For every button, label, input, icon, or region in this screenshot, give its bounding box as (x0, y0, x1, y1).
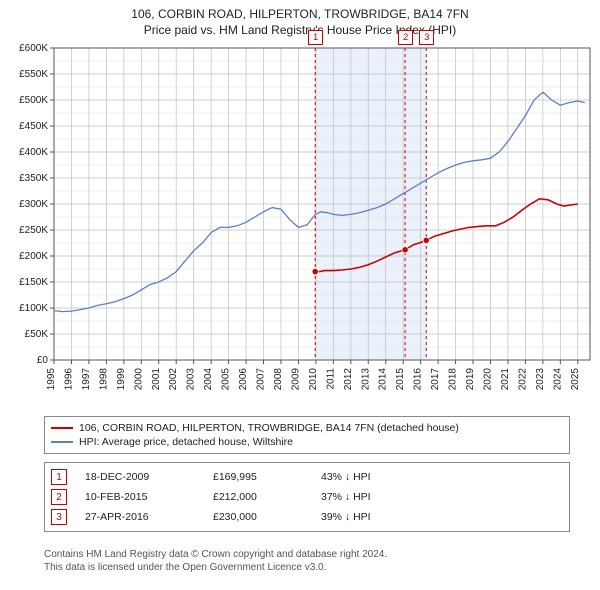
event-price: £169,995 (213, 471, 303, 483)
svg-text:1998: 1998 (98, 368, 109, 391)
chart-event-marker: 3 (419, 30, 434, 45)
event-date: 27-APR-2016 (85, 511, 195, 523)
svg-text:2018: 2018 (448, 368, 459, 391)
svg-text:2000: 2000 (133, 368, 144, 391)
event-date: 18-DEC-2009 (85, 471, 195, 483)
svg-text:2007: 2007 (256, 368, 267, 391)
svg-text:£250K: £250K (19, 225, 48, 236)
sale-events-table: 1 18-DEC-2009 £169,995 43% ↓ HPI 2 10-FEB-201… (44, 462, 570, 532)
svg-text:2014: 2014 (378, 368, 389, 391)
svg-text:2022: 2022 (517, 368, 528, 391)
svg-text:1997: 1997 (81, 368, 92, 391)
svg-text:£50K: £50K (25, 329, 49, 340)
legend-row: 106, CORBIN ROAD, HILPERTON, TROWBRIDGE,… (51, 421, 563, 435)
event-row: 3 27-APR-2016 £230,000 39% ↓ HPI (51, 507, 563, 527)
svg-text:2013: 2013 (360, 368, 371, 391)
svg-text:£550K: £550K (19, 69, 48, 80)
event-price: £212,000 (213, 491, 303, 503)
event-delta: 43% ↓ HPI (321, 471, 563, 483)
svg-text:2025: 2025 (570, 368, 581, 391)
svg-text:2017: 2017 (430, 368, 441, 391)
legend-label: 106, CORBIN ROAD, HILPERTON, TROWBRIDGE,… (79, 422, 459, 434)
legend: 106, CORBIN ROAD, HILPERTON, TROWBRIDGE,… (44, 416, 570, 454)
title-line2: Price paid vs. HM Land Registry's House … (0, 22, 600, 38)
svg-text:2021: 2021 (500, 368, 511, 391)
svg-text:2012: 2012 (343, 368, 354, 391)
legend-row: HPI: Average price, detached house, Wilt… (51, 435, 563, 449)
event-marker: 2 (51, 489, 67, 505)
event-delta: 37% ↓ HPI (321, 491, 563, 503)
svg-text:2002: 2002 (168, 368, 179, 391)
svg-text:2006: 2006 (238, 368, 249, 391)
svg-text:£0: £0 (37, 355, 49, 366)
svg-text:2023: 2023 (535, 368, 546, 391)
svg-text:2016: 2016 (413, 368, 424, 391)
svg-text:2003: 2003 (186, 368, 197, 391)
svg-text:£450K: £450K (19, 121, 48, 132)
svg-text:2020: 2020 (482, 368, 493, 391)
title-line1: 106, CORBIN ROAD, HILPERTON, TROWBRIDGE,… (0, 6, 600, 22)
svg-text:£400K: £400K (19, 147, 48, 158)
svg-text:2015: 2015 (395, 368, 406, 391)
svg-text:£500K: £500K (19, 95, 48, 106)
event-delta: 39% ↓ HPI (321, 511, 563, 523)
svg-text:£150K: £150K (19, 277, 48, 288)
legend-swatch (51, 427, 73, 429)
event-date: 10-FEB-2015 (85, 491, 195, 503)
svg-text:2019: 2019 (465, 368, 476, 391)
svg-text:2010: 2010 (308, 368, 319, 391)
svg-text:1996: 1996 (63, 368, 74, 391)
event-marker: 1 (51, 469, 67, 485)
event-marker: 3 (51, 509, 67, 525)
svg-text:1999: 1999 (116, 368, 127, 391)
footnote-line1: Contains HM Land Registry data © Crown c… (44, 548, 556, 561)
svg-text:1995: 1995 (46, 368, 57, 391)
svg-text:2004: 2004 (203, 368, 214, 391)
svg-text:2009: 2009 (290, 368, 301, 391)
event-row: 1 18-DEC-2009 £169,995 43% ↓ HPI (51, 467, 563, 487)
svg-text:£100K: £100K (19, 303, 48, 314)
svg-text:£600K: £600K (19, 43, 48, 54)
svg-text:2008: 2008 (273, 368, 284, 391)
svg-text:2001: 2001 (151, 368, 162, 391)
price-chart: £0 £50K £100K £150K £200K £250K £300K £350K £400… (0, 40, 600, 410)
legend-label: HPI: Average price, detached house, Wilt… (79, 436, 293, 448)
chart-event-marker: 1 (308, 30, 323, 45)
footnote-line2: This data is licensed under the Open Gov… (44, 561, 556, 574)
svg-text:£350K: £350K (19, 173, 48, 184)
footnote: Contains HM Land Registry data © Crown c… (44, 548, 556, 574)
event-row: 2 10-FEB-2015 £212,000 37% ↓ HPI (51, 487, 563, 507)
svg-text:2005: 2005 (221, 368, 232, 391)
svg-text:2024: 2024 (552, 368, 563, 391)
svg-text:2011: 2011 (325, 368, 336, 390)
legend-swatch (51, 441, 73, 443)
event-price: £230,000 (213, 511, 303, 523)
chart-event-marker: 2 (398, 30, 413, 45)
svg-text:£200K: £200K (19, 251, 48, 262)
svg-text:£300K: £300K (19, 199, 48, 210)
